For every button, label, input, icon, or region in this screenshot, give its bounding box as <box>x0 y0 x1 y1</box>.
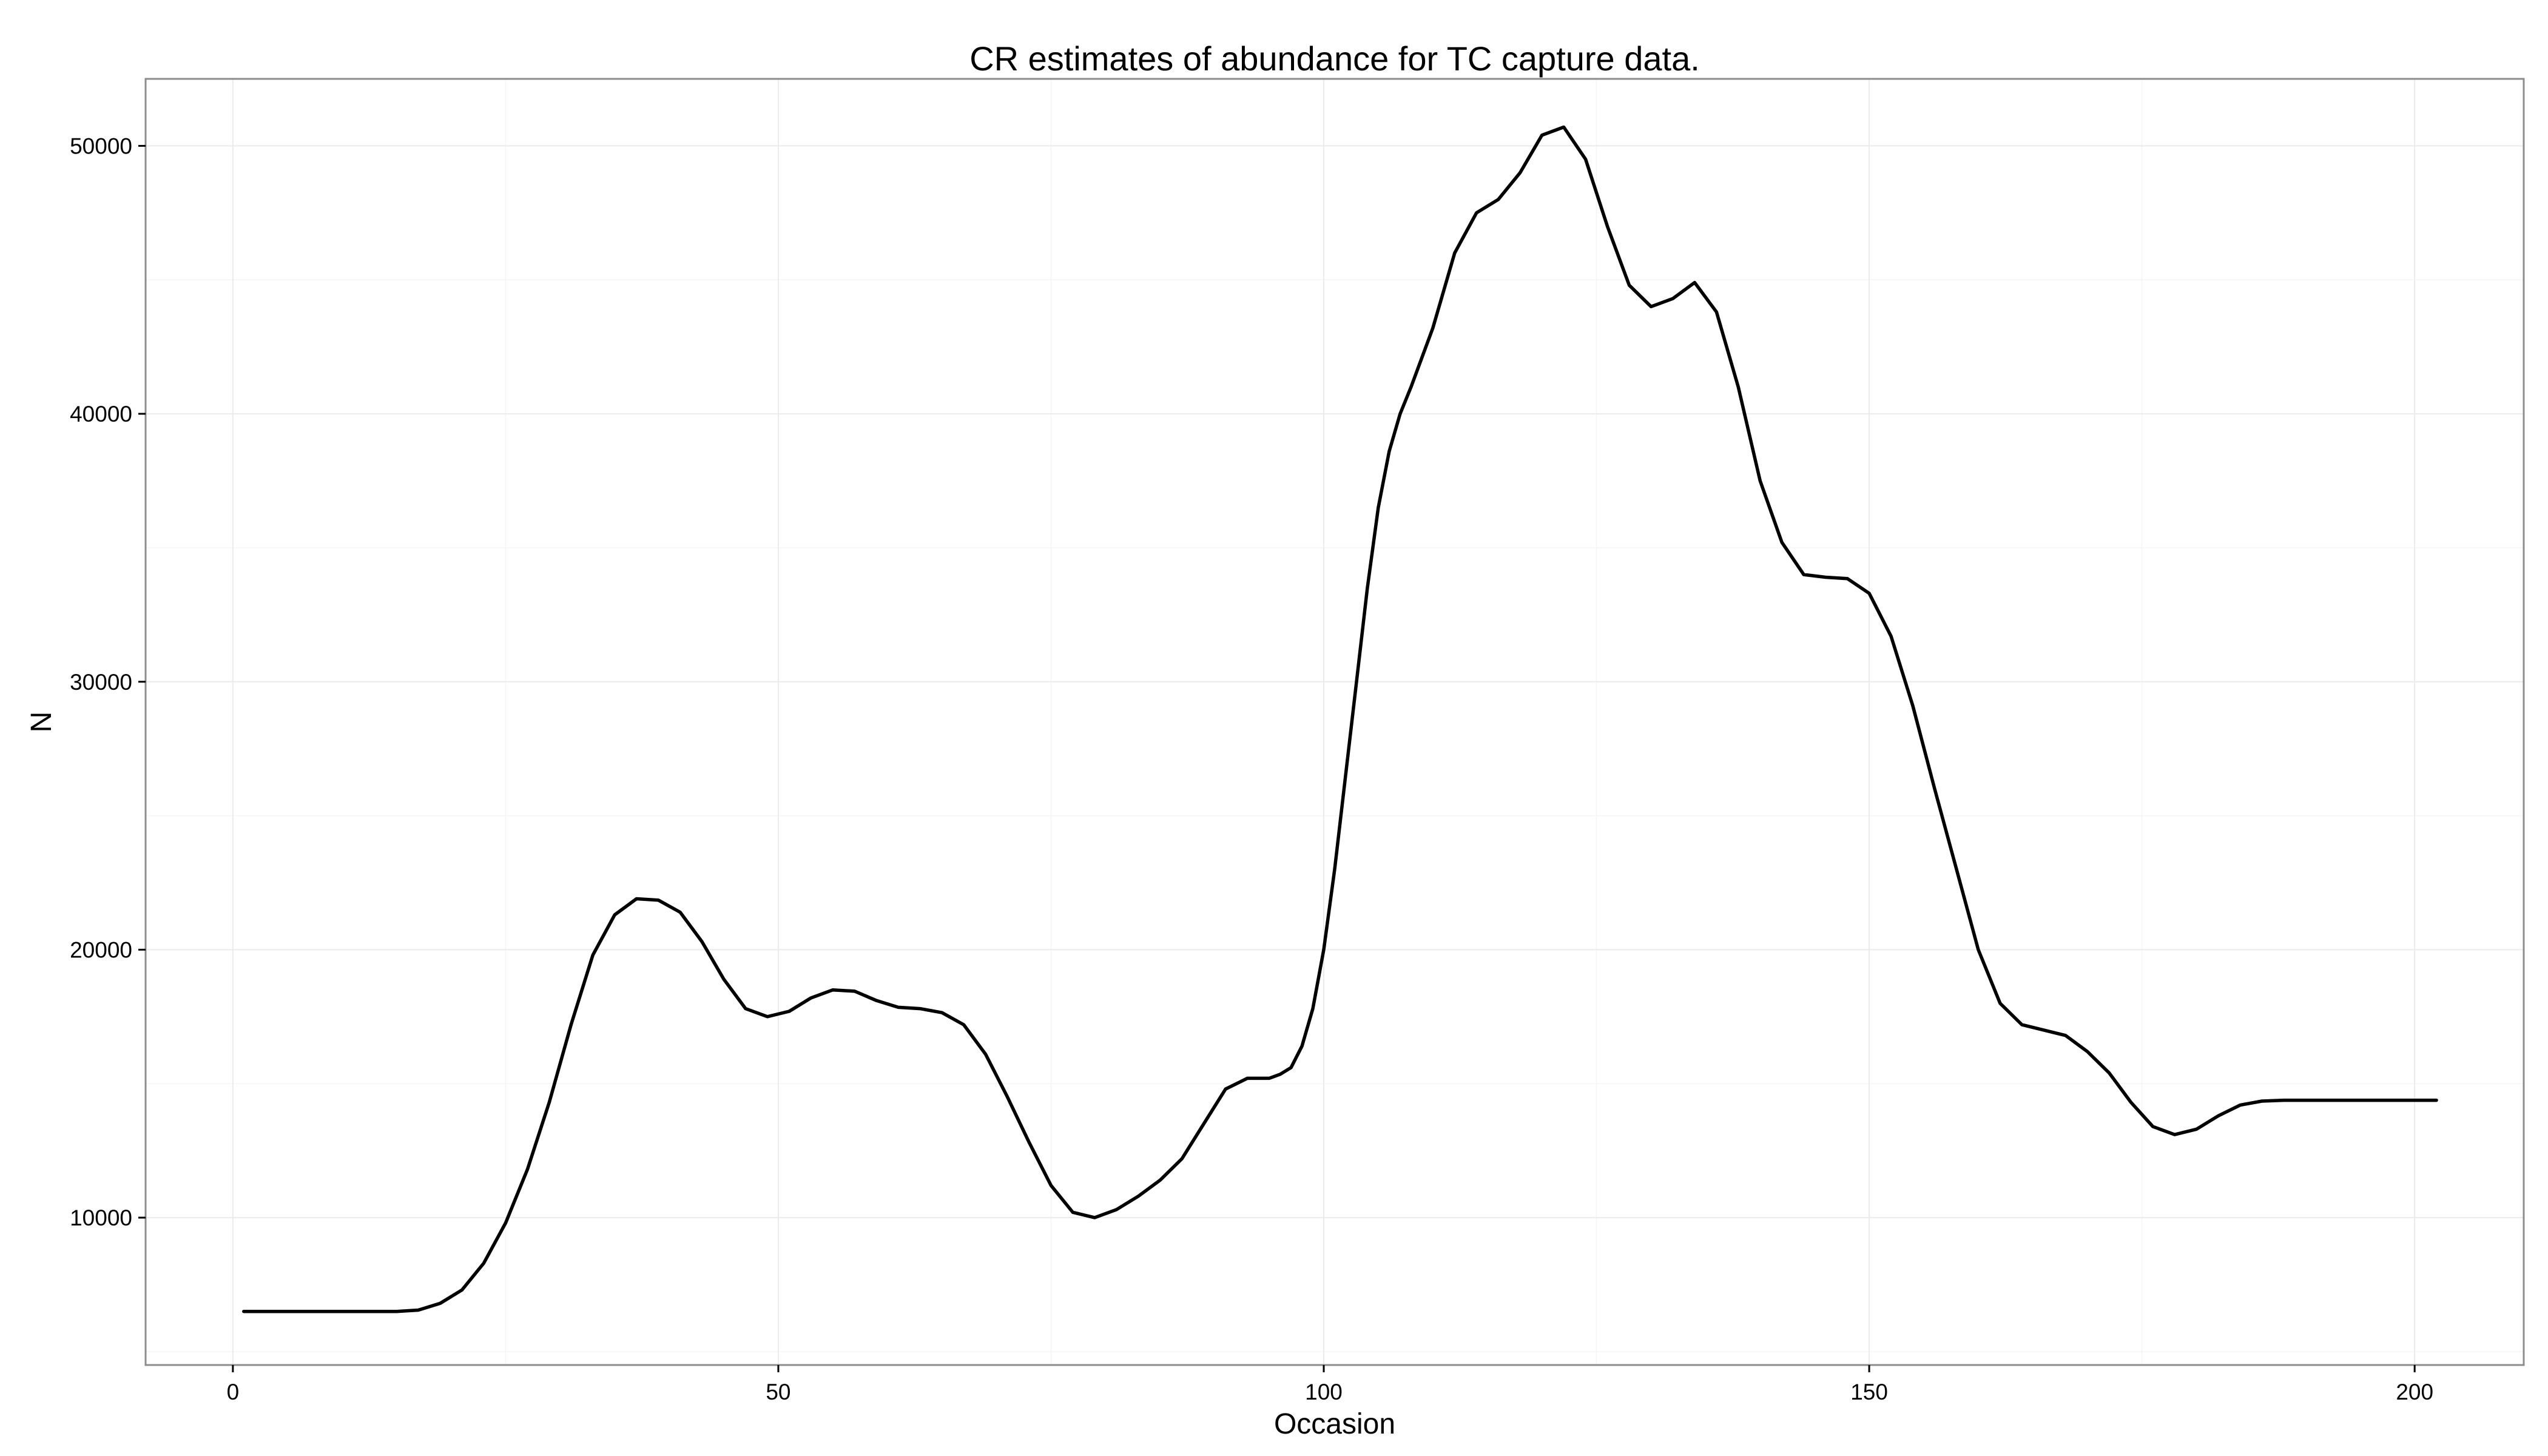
chart-title: CR estimates of abundance for TC capture… <box>969 39 1700 78</box>
x-tick-label: 0 <box>227 1380 240 1404</box>
series-line <box>242 125 2438 1313</box>
major-grid <box>146 79 2524 1365</box>
y-axis-title: N <box>25 712 58 733</box>
minor-grid <box>146 79 2524 1365</box>
x-axis: 0 50 100 150 200 <box>227 1365 2433 1404</box>
plot-panel <box>144 78 2525 1366</box>
y-tick-label: 50000 <box>70 133 132 158</box>
x-tick-label: 150 <box>1850 1380 1888 1404</box>
y-tick-label: 20000 <box>70 937 132 962</box>
y-tick-label: 10000 <box>70 1205 132 1230</box>
y-axis: 10000 20000 30000 40000 50000 <box>70 133 146 1230</box>
x-axis-title: Occasion <box>1274 1408 1395 1440</box>
y-tick-label: 30000 <box>70 670 132 695</box>
x-tick-label: 200 <box>2396 1380 2433 1404</box>
y-tick-label: 40000 <box>70 402 132 426</box>
x-tick-label: 50 <box>766 1380 790 1404</box>
x-tick-label: 100 <box>1305 1380 1343 1404</box>
